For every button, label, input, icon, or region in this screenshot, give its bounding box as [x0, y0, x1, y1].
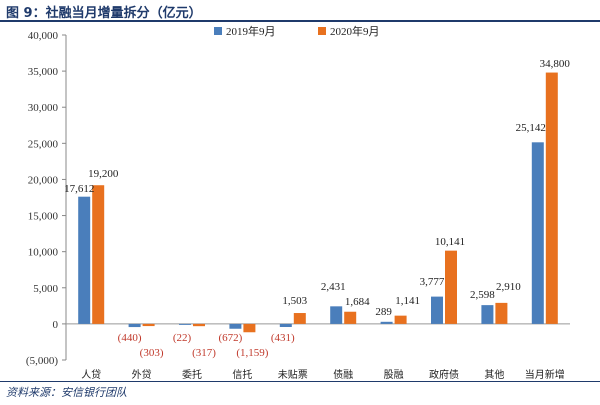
bar-2020	[344, 311, 357, 324]
bar-2020	[293, 313, 306, 324]
data-label-2019: 2,598	[470, 289, 495, 301]
x-category-label: 股融	[384, 369, 404, 380]
bar-2019	[380, 321, 393, 324]
data-label-2020: (303)	[140, 347, 164, 359]
x-category-label: 未贴票	[278, 368, 308, 380]
bar-2020	[495, 302, 508, 324]
y-tick-label: 25,000	[28, 138, 59, 150]
data-label-2019: 17,612	[64, 183, 94, 195]
bar-chart: 40,000 35,000 30,000 25,000 20,000 15,000 10,0…	[26, 24, 571, 380]
data-label-2019: (440)	[118, 332, 142, 344]
data-label-2020: 34,800	[540, 58, 571, 70]
legend-label-2019: 2019年9月	[226, 24, 276, 38]
bar-2020	[142, 323, 155, 327]
bar-2019	[128, 323, 141, 328]
y-tick-label: (5,000)	[26, 355, 58, 367]
data-label-2020: 2,910	[496, 281, 521, 293]
bar-2019	[431, 296, 443, 324]
y-tick-label: 15,000	[28, 211, 59, 223]
data-label-2020: 1,141	[395, 295, 420, 307]
bar-2020	[243, 323, 256, 333]
bar-2020	[394, 315, 407, 324]
data-label-2019: (22)	[173, 332, 192, 344]
title-divider	[0, 20, 600, 22]
x-category-label: 其他	[484, 368, 504, 380]
y-tick-label: 0	[53, 319, 59, 331]
y-tick-label: 35,000	[28, 66, 59, 78]
data-label-2019: 289	[375, 306, 392, 318]
data-label-2020: (317)	[192, 347, 216, 359]
data-label-2019: 3,777	[420, 276, 445, 288]
source-note: 资料来源：安信银行团队	[6, 386, 127, 399]
data-label-2020: 19,200	[88, 168, 119, 180]
x-category-label: 债融	[333, 368, 353, 380]
legend-swatch-2019	[214, 27, 222, 35]
bar-2019	[229, 323, 242, 329]
data-label-2020: 10,141	[435, 236, 465, 248]
bar-2020	[92, 185, 105, 324]
x-category-label: 人贷	[81, 368, 101, 380]
bar-2019	[481, 305, 494, 324]
y-tick-label: 10,000	[28, 247, 59, 259]
bar-2019	[531, 142, 544, 324]
data-label-2019: 2,431	[321, 281, 346, 293]
bar-2020	[445, 250, 457, 324]
bar-2019	[330, 306, 343, 324]
y-tick-label: 5,000	[33, 283, 58, 295]
x-category-label: 信托	[232, 368, 252, 380]
x-category-label: 当月新增	[525, 368, 565, 380]
data-label-2019: 25,142	[516, 122, 546, 134]
bar-2019	[279, 323, 292, 328]
x-category-label: 外贷	[132, 368, 152, 380]
legend-label-2020: 2020年9月	[330, 24, 380, 38]
y-tick-label: 40,000	[28, 30, 59, 42]
data-label-2020: (1,159)	[236, 347, 268, 359]
data-label-2020: 1,503	[282, 295, 307, 307]
footer-divider	[0, 381, 600, 382]
y-tick-label: 20,000	[28, 174, 59, 186]
chart-title: 图 9：社融当月增量拆分（亿元）	[6, 6, 202, 21]
x-category-label: 政府债	[429, 368, 459, 380]
bar-2019	[179, 323, 191, 325]
data-label-2019: (431)	[271, 332, 295, 344]
data-label-2020: 1,684	[345, 296, 370, 308]
x-category-label: 委托	[182, 368, 202, 380]
legend-swatch-2020	[318, 27, 326, 35]
y-tick-label: 30,000	[28, 102, 59, 114]
bar-2019	[78, 196, 91, 324]
bar-2020	[193, 323, 205, 327]
data-label-2019: (672)	[218, 332, 242, 344]
bar-2020	[545, 72, 558, 324]
